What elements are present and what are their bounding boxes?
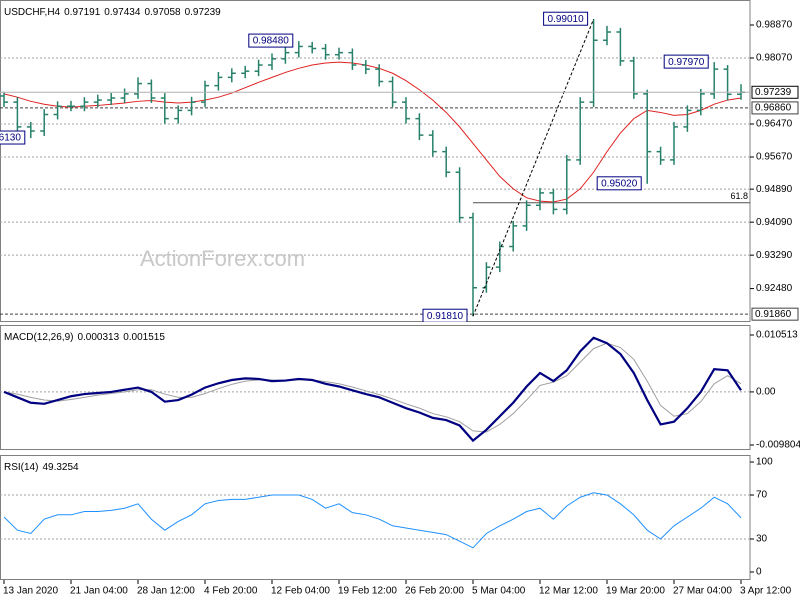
pane-frame xyxy=(0,0,751,322)
annotation-label: 0.97970 xyxy=(668,57,705,68)
last-price-label: 0.97239 xyxy=(755,87,792,98)
annotation-label: 0.96130 xyxy=(0,133,21,144)
last-price-box xyxy=(751,85,799,99)
reference-box xyxy=(751,307,799,321)
pane-header: MACD(12,26,9) 0.000313 0.001515 xyxy=(4,332,165,343)
x-tick-label: 27 Mar 04:00 xyxy=(673,586,732,597)
x-tick-label: 19 Mar 20:00 xyxy=(606,586,665,597)
x-tick-label: 21 Jan 04:00 xyxy=(70,586,128,597)
y-tick-label: 0.010513 xyxy=(756,330,798,341)
reference-label: 0.91860 xyxy=(755,309,792,320)
annotation-label: 0.98480 xyxy=(253,36,290,47)
header-value: 0.97058 xyxy=(144,7,181,18)
fib-label: 61.8 xyxy=(730,191,748,201)
y-tick-label: 0.92480 xyxy=(756,283,793,294)
y-tick-label: 0.98870 xyxy=(756,20,793,31)
annotation-box xyxy=(248,33,294,48)
header-title: RSI(14) xyxy=(4,462,38,473)
header-value: 0.97239 xyxy=(185,7,222,18)
y-tick-label: 0.94090 xyxy=(756,217,793,228)
annotation-label: 0.95020 xyxy=(601,178,638,189)
reference-box xyxy=(751,101,799,115)
annotation-box xyxy=(422,308,468,322)
header-value: 0.97434 xyxy=(104,7,141,18)
annotation-box xyxy=(0,130,26,145)
header-value: 0.000313 xyxy=(77,332,119,343)
y-tick-label: 0.98070 xyxy=(756,53,793,64)
watermark: ActionForex.com xyxy=(140,246,305,271)
x-tick-label: 28 Jan 12:00 xyxy=(137,586,195,597)
pane-header: RSI(14) 49.3254 xyxy=(4,462,79,473)
header-value: 0.001515 xyxy=(123,332,165,343)
annotation-box xyxy=(543,11,589,26)
x-tick-label: 12 Feb 04:00 xyxy=(271,586,330,597)
x-tick-label: 3 Apr 12:00 xyxy=(740,586,792,597)
x-tick-label: 19 Feb 12:00 xyxy=(338,586,397,597)
plot-area: 0.96130 0.98480 0.91810 0.99010 0.95020 0.979… xyxy=(0,11,750,322)
series-line xyxy=(3,342,742,433)
y-tick-label: 30 xyxy=(756,534,768,545)
y-tick-label: -0.009804 xyxy=(756,440,800,451)
x-tick-label: 12 Mar 12:00 xyxy=(539,586,598,597)
x-tick-label: 4 Feb 20:00 xyxy=(204,586,258,597)
pane-frame xyxy=(0,325,751,450)
y-tick-label: 100 xyxy=(756,457,773,468)
pane-header: USDCHF,H4 0.97191 0.97434 0.97058 0.97239 xyxy=(4,7,221,18)
header-title: USDCHF,H4 xyxy=(4,7,61,18)
annotation-label: 0.91810 xyxy=(427,311,464,322)
trendline xyxy=(472,19,595,317)
y-tick-label: 0.94890 xyxy=(756,184,793,195)
annotation-box xyxy=(596,176,642,191)
y-tick-label: 0.00 xyxy=(756,387,776,398)
annotation-label: 0.99010 xyxy=(548,14,585,25)
y-tick-label: 70 xyxy=(756,490,768,501)
plot-area xyxy=(0,336,750,443)
pane-frame xyxy=(0,455,751,580)
plot-area xyxy=(0,492,750,549)
x-tick-label: 26 Feb 20:00 xyxy=(405,586,464,597)
reference-label: 0.96860 xyxy=(755,103,792,114)
series-line xyxy=(3,336,742,443)
moving-average xyxy=(3,61,742,203)
x-tick-label: 5 Mar 04:00 xyxy=(472,586,526,597)
header-value: 0.97191 xyxy=(64,7,101,18)
y-tick-label: 0.93290 xyxy=(756,250,793,261)
annotation-box xyxy=(663,54,709,69)
y-tick-label: 0.95670 xyxy=(756,152,793,163)
header-title: MACD(12,26,9) xyxy=(4,332,73,343)
y-tick-label: 0.96470 xyxy=(756,119,793,130)
header-value: 49.3254 xyxy=(42,462,79,473)
y-tick-label: 0 xyxy=(756,567,762,578)
series-line xyxy=(3,492,742,549)
x-tick-label: 13 Jan 2020 xyxy=(3,586,58,597)
